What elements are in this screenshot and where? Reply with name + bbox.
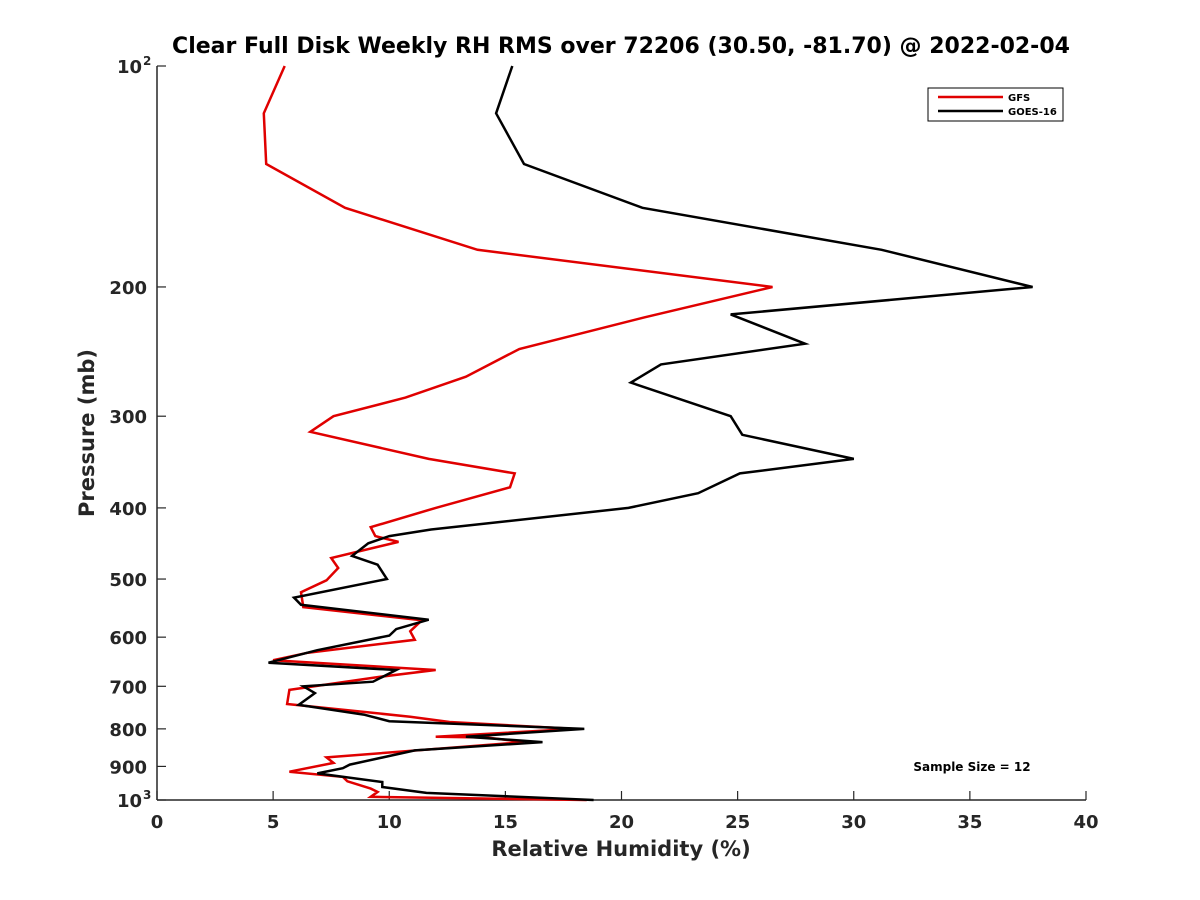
x-tick-label: 35 [957,812,982,833]
legend-goes-label: GOES-16 [1008,107,1057,118]
x-tick-label: 25 [725,812,750,833]
y-tick-label: 700 [109,677,147,698]
x-tick-label: 30 [841,812,866,833]
y-tick-label: 200 [109,278,147,299]
series-line-goes-16 [268,65,1033,802]
sample-size-annotation: Sample Size = 12 [913,760,1030,774]
y-tick-label: 10 [117,57,142,78]
x-tick-label: 15 [493,812,518,833]
y-tick-label: 600 [109,628,147,649]
series-group [262,65,1033,802]
y-tick-label: 800 [109,720,147,741]
series-line-gfs [262,65,773,802]
x-tick-label: 5 [267,812,280,833]
chart-title: Clear Full Disk Weekly RH RMS over 72206… [172,34,1070,59]
legend-gfs-label: GFS [1008,93,1030,104]
y-axis-label: Pressure (mb) [75,349,99,517]
x-axis-label: Relative Humidity (%) [491,837,750,861]
y-tick-exponent: 2 [143,54,151,68]
y-tick-label: 10 [117,791,142,812]
y-tick-label: 900 [109,757,147,778]
y-tick-exponent: 3 [143,788,151,802]
y-tick-label: 300 [109,407,147,428]
x-tick-label: 0 [151,812,164,833]
legend-box [927,87,1064,122]
legend: GFS GOES-16 [927,87,1064,122]
x-tick-label: 10 [377,812,402,833]
y-tick-label: 400 [109,499,147,520]
x-tick-label: 20 [609,812,634,833]
y-tick-label: 500 [109,570,147,591]
x-tick-label: 40 [1073,812,1098,833]
